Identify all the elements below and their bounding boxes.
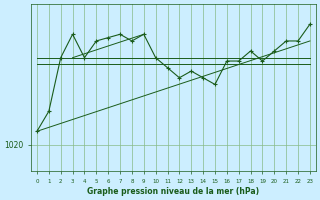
X-axis label: Graphe pression niveau de la mer (hPa): Graphe pression niveau de la mer (hPa) (87, 187, 260, 196)
